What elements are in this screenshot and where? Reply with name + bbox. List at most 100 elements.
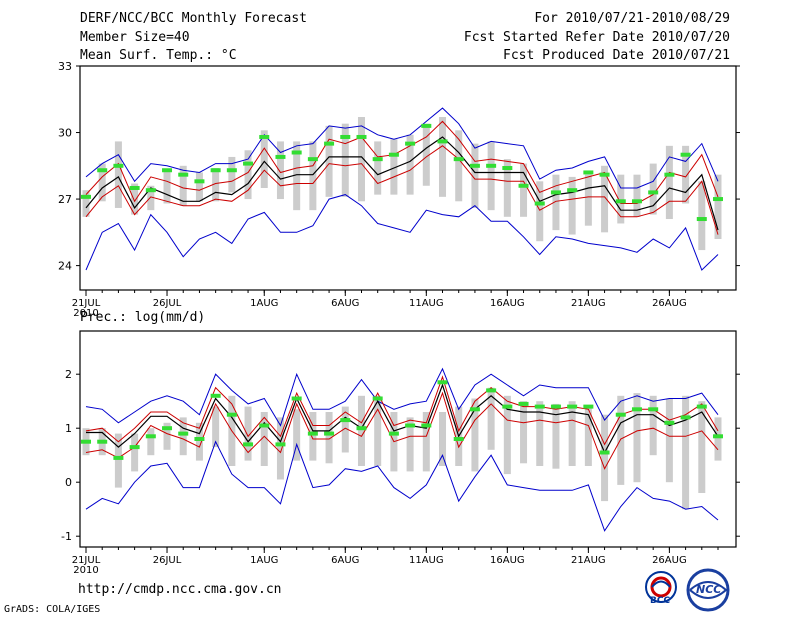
prec-x-tick-label: 2010 — [73, 565, 98, 576]
temp-y-tick-label: 27 — [58, 193, 72, 206]
prec-plot-frame — [79, 330, 737, 548]
prec-x-tick-label: 26JUL — [153, 555, 182, 566]
prec-spread-box — [536, 401, 544, 466]
variable-label: Mean Surf. Temp.: °C — [80, 48, 237, 63]
ncc-logo: NCC — [684, 568, 732, 612]
prec-x-tick-label: 21AUG — [571, 555, 606, 566]
temp-spread-box — [114, 141, 122, 208]
temp-spread-box — [601, 165, 609, 233]
temp-spread-box — [98, 163, 106, 202]
prec-spread-box — [212, 406, 220, 448]
temp-spread-box — [163, 170, 171, 204]
temp-spread-box — [552, 174, 560, 231]
prec-x-tick-label: 26AUG — [652, 555, 687, 566]
prec-y-tick-label: 2 — [65, 368, 72, 381]
prec-spread-box — [341, 406, 349, 453]
temp-spread-box — [455, 130, 463, 202]
prec-spread-box — [406, 417, 414, 472]
prec-spread-box — [325, 412, 333, 464]
temp-spread-box — [260, 130, 268, 188]
prec-spread-box — [649, 395, 657, 456]
source-url[interactable]: http://cmdp.ncc.cma.gov.cn — [78, 582, 282, 597]
temp-spread-box — [325, 125, 333, 197]
temp-spread-box — [357, 117, 365, 202]
temp-spread-box — [406, 134, 414, 195]
bcc-logo-text: BCC — [650, 596, 671, 606]
prec-lower-line — [85, 391, 719, 470]
bcc-logo: BCC — [640, 568, 682, 610]
temp-spread-box — [536, 181, 544, 242]
temp-spread-box — [212, 168, 220, 202]
temp-spread-box — [714, 174, 722, 239]
member-size: Member Size=40 — [80, 30, 190, 45]
temp-x-tick-label: 26JUL — [153, 298, 182, 309]
temp-spread-box — [195, 172, 203, 202]
temp-spread-box — [487, 141, 495, 211]
prec-y-tick-label: 1 — [65, 422, 72, 435]
temp-y-tick-label: 33 — [58, 60, 72, 73]
temp-spread-box — [422, 123, 430, 186]
temp-spread-box — [276, 141, 284, 200]
temp-x-tick-label: 16AUG — [490, 298, 525, 309]
temp-spread-box — [179, 165, 187, 206]
produced-date: Fcst Produced Date 2010/07/21 — [503, 48, 730, 63]
precip-label: Prec.: log(mm/d) — [80, 310, 206, 325]
temp-min-line — [85, 194, 719, 271]
prec-y-tick-label: 0 — [65, 476, 72, 489]
prec-spread-box — [276, 417, 284, 480]
temp-spread-box — [665, 145, 673, 220]
prec-spread-box — [471, 398, 479, 472]
temp-spread-box — [698, 181, 706, 251]
temp-y-tick-label: 30 — [58, 127, 72, 140]
prec-spread-box — [179, 417, 187, 456]
temp-x-tick-label: 26AUG — [652, 298, 687, 309]
prec-spread-box — [633, 393, 641, 483]
grads-credit: GrADS: COLA/IGES — [4, 604, 101, 615]
temp-spread-box — [309, 141, 317, 211]
chart-title: DERF/NCC/BCC Monthly Forecast — [80, 11, 307, 26]
temp-x-tick-label: 21AUG — [571, 298, 606, 309]
prec-spread-box — [552, 403, 560, 469]
prec-spread-box — [293, 409, 301, 461]
temp-spread-box — [649, 163, 657, 215]
prec-x-tick-label: 21JUL — [72, 555, 101, 566]
prec-spread-box — [244, 406, 252, 461]
prec-spread-box — [568, 401, 576, 466]
prec-spread-box — [487, 387, 495, 450]
prec-spread-box — [147, 428, 155, 456]
prec-spread-box — [195, 422, 203, 461]
temp-x-tick-label: 11AUG — [409, 298, 444, 309]
prec-spread-box — [714, 417, 722, 461]
temp-spread-box — [131, 183, 139, 215]
prec-spread-box — [617, 395, 625, 485]
prec-x-tick-label: 16AUG — [490, 555, 525, 566]
prec-spread-box — [260, 412, 268, 466]
temp-plot-frame — [79, 65, 737, 291]
prec-spread-box — [698, 401, 706, 493]
prec-spread-box — [131, 433, 139, 472]
temp-spread-box — [633, 174, 641, 217]
temp-spread-box — [244, 150, 252, 200]
prec-spread-box — [665, 398, 673, 483]
prec-spread-box — [114, 433, 122, 488]
forecast-period: For 2010/07/21-2010/08/29 — [534, 11, 730, 26]
temp-x-tick-label: 6AUG — [331, 298, 359, 309]
prec-spread-box — [439, 412, 447, 466]
prec-spread-box — [584, 406, 592, 466]
temp-spread-box — [374, 141, 382, 195]
ncc-logo-text: NCC — [696, 583, 722, 596]
started-date: Fcst Started Refer Date 2010/07/20 — [463, 30, 730, 45]
prec-y-tick-label: -1 — [61, 530, 72, 543]
temp-spread-box — [471, 143, 479, 208]
temp-lower-line — [85, 145, 719, 235]
temp-spread-box — [341, 123, 349, 197]
temp-x-tick-label: 21JUL — [72, 298, 101, 309]
temp-upper-line — [85, 120, 719, 204]
temp-spread-box — [228, 156, 236, 193]
prec-spread-box — [682, 395, 690, 510]
temp-spread-box — [682, 145, 690, 204]
temp-y-tick-label: 24 — [58, 260, 72, 273]
prec-spread-box — [503, 395, 511, 475]
prec-x-tick-label: 6AUG — [331, 555, 359, 566]
